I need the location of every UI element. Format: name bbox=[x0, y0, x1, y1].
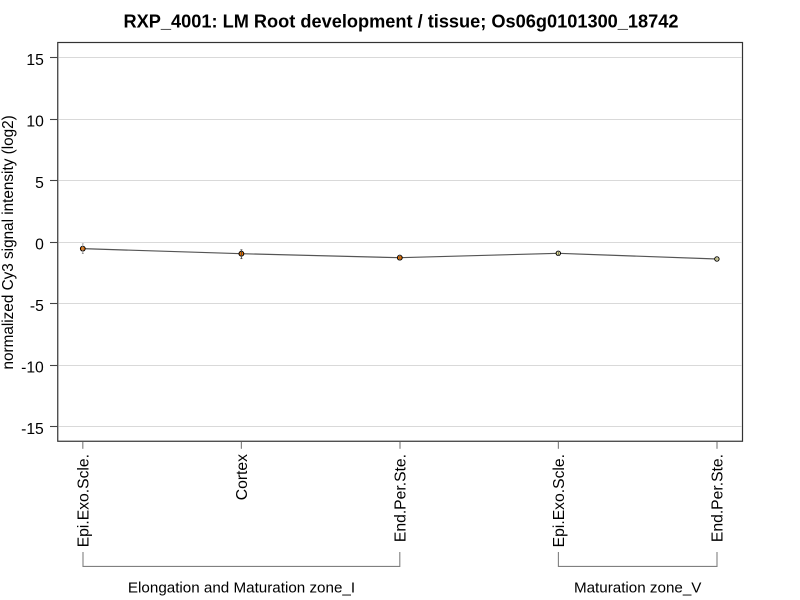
svg-text:End.Per.Ste.: End.Per.Ste. bbox=[710, 454, 727, 542]
svg-text:End.Per.Ste.: End.Per.Ste. bbox=[393, 454, 410, 542]
svg-text:RXP_4001: LM Root development: RXP_4001: LM Root development / tissue; … bbox=[124, 12, 679, 32]
svg-text:-15: -15 bbox=[21, 421, 44, 438]
svg-text:5: 5 bbox=[35, 175, 44, 192]
svg-text:Cortex: Cortex bbox=[234, 454, 251, 500]
svg-text:Epi.Exo.Scle.: Epi.Exo.Scle. bbox=[551, 454, 568, 547]
svg-text:10: 10 bbox=[26, 113, 44, 130]
svg-text:Epi.Exo.Scle.: Epi.Exo.Scle. bbox=[75, 454, 92, 547]
svg-text:-10: -10 bbox=[21, 359, 44, 376]
svg-text:normalized Cy3 signal intensit: normalized Cy3 signal intensity (log2) bbox=[0, 115, 17, 369]
svg-text:15: 15 bbox=[26, 52, 44, 69]
svg-text:-5: -5 bbox=[30, 298, 44, 315]
svg-text:0: 0 bbox=[35, 236, 44, 253]
svg-text:Elongation and Maturation zone: Elongation and Maturation zone_I bbox=[128, 580, 355, 597]
svg-text:Maturation zone_V: Maturation zone_V bbox=[574, 580, 702, 597]
